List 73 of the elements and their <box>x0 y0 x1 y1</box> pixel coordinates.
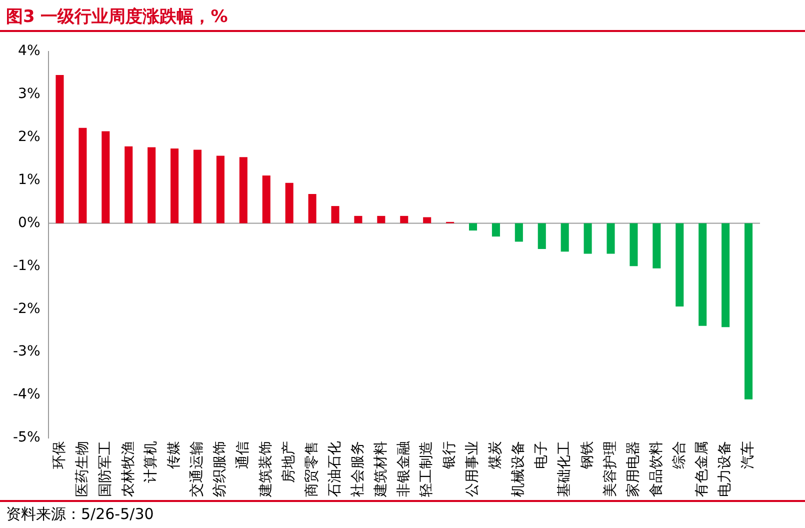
y-tick-label: -2% <box>12 300 40 317</box>
bar <box>216 156 224 224</box>
bar <box>354 216 362 224</box>
bar <box>56 75 64 224</box>
y-tick-label: 3% <box>18 86 40 102</box>
bar <box>239 157 248 224</box>
y-tick-label: 2% <box>18 128 40 145</box>
bar <box>698 223 707 326</box>
y-tick-label: -4% <box>12 386 40 403</box>
x-tick-label: 商贸零售 <box>304 441 320 497</box>
bar <box>78 128 87 224</box>
y-tick-label: 1% <box>18 172 40 188</box>
bar <box>514 223 523 242</box>
x-tick-label: 农林牧渔 <box>120 441 136 497</box>
bar <box>124 146 133 224</box>
x-tick-label: 轻工制造 <box>418 441 435 497</box>
x-tick-label: 传媒 <box>166 441 182 469</box>
x-tick-label: 银行 <box>442 441 458 470</box>
x-tick-label: 医药生物 <box>74 441 90 497</box>
bar <box>722 223 730 328</box>
x-tick-label: 钢铁 <box>579 441 596 470</box>
bar <box>744 223 753 400</box>
bar <box>630 223 638 266</box>
x-tick-label: 电力设备 <box>717 441 734 497</box>
x-tick-label: 美容护理 <box>602 441 618 497</box>
x-tick-label: 非银金融 <box>396 441 412 497</box>
y-tick-label: -3% <box>12 344 40 360</box>
y-tick-label: 4% <box>18 43 40 60</box>
x-tick-label: 汽车 <box>740 441 756 469</box>
bar <box>676 223 684 307</box>
x-tick-label: 家用电器 <box>625 441 642 497</box>
chart-title: 图3 一级行业周度涨跌幅，% <box>6 6 228 28</box>
bar <box>170 148 179 224</box>
x-tick-label: 煤炭 <box>488 441 504 469</box>
y-tick-label: -1% <box>12 258 40 274</box>
bar <box>285 182 294 224</box>
x-tick-label: 基础化工 <box>556 441 572 497</box>
x-tick-label: 食品饮料 <box>648 441 664 497</box>
bar <box>468 223 478 231</box>
y-tick-label: -5% <box>12 430 40 446</box>
x-tick-label: 机械设备 <box>510 441 527 497</box>
text: 资料来源：5/26-5/30 <box>6 505 154 524</box>
bar <box>102 131 110 224</box>
x-tick-label: 建筑装饰 <box>258 441 274 498</box>
bar <box>606 223 615 254</box>
bar <box>584 223 592 254</box>
x-tick-label: 通信 <box>235 441 252 469</box>
bar <box>331 206 340 224</box>
bar <box>423 217 432 224</box>
bar <box>652 223 661 268</box>
bar <box>538 223 546 249</box>
y-tick-label: 0% <box>18 214 40 231</box>
bar <box>400 216 408 224</box>
x-tick-label: 房地产 <box>280 441 297 483</box>
x-tick-label: 综合 <box>671 441 688 469</box>
x-tick-label: 石油石化 <box>326 441 343 497</box>
bar <box>492 223 500 237</box>
x-tick-label: 环保 <box>51 441 68 469</box>
bar <box>193 150 202 224</box>
bar <box>148 147 156 224</box>
x-tick-label: 有色金属 <box>694 441 710 497</box>
bar <box>262 176 270 224</box>
bar <box>377 216 386 224</box>
x-tick-label: 交通运输 <box>189 441 206 497</box>
bar <box>308 194 316 224</box>
x-tick-label: 公用事业 <box>464 441 481 497</box>
x-tick-label: 社会服务 <box>350 441 366 497</box>
x-tick-label: 电子 <box>534 441 550 469</box>
x-tick-label: 建筑材料 <box>372 441 389 498</box>
bar <box>560 223 569 252</box>
x-tick-label: 国防军工 <box>97 441 114 497</box>
x-tick-label: 计算机 <box>143 441 160 483</box>
x-tick-label: 纺织服饰 <box>212 441 228 497</box>
